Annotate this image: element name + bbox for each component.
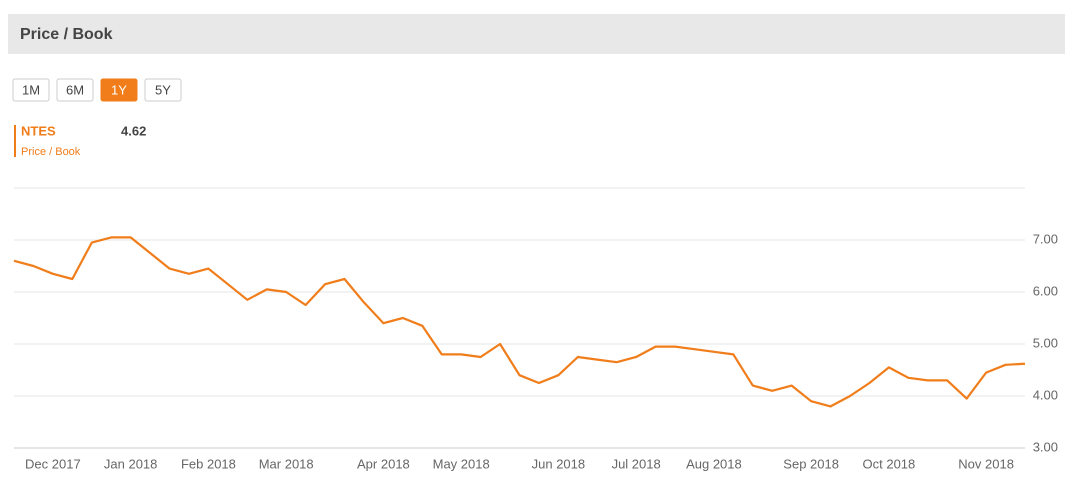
x-tick-label: Jan 2018: [104, 456, 158, 471]
range-button[interactable]: 5Y: [144, 78, 182, 102]
range-button[interactable]: 1Y: [100, 78, 138, 102]
x-tick-label: May 2018: [433, 456, 490, 471]
y-tick-label: 6.00: [1033, 283, 1058, 298]
button-label[interactable]: 1Y: [111, 82, 127, 97]
legend-label: Price / Book: [21, 146, 81, 158]
x-tick-label: Dec 2017: [25, 456, 81, 471]
plot: 3.00 4.00 5.00 6.00 7.00 Dec 2017 Jan 2018 Feb …: [13, 187, 1058, 471]
y-tick-label: 3.00: [1033, 439, 1058, 454]
button-box[interactable]: [56, 78, 94, 102]
x-tick-label: Mar 2018: [259, 456, 314, 471]
y-tick-label: 7.00: [1033, 231, 1058, 246]
y-tick-label: 4.00: [1033, 387, 1058, 402]
button-label[interactable]: 5Y: [155, 82, 171, 97]
button-label[interactable]: 1M: [22, 82, 40, 97]
x-tick-label: Aug 2018: [686, 456, 742, 471]
legend-bar: [14, 125, 16, 157]
header-title: Price / Book: [20, 26, 113, 43]
y-tick-label: 5.00: [1033, 335, 1058, 350]
x-tick-label: Feb 2018: [181, 456, 236, 471]
x-tick-label: Oct 2018: [863, 456, 916, 471]
legend-name: NTES: [21, 123, 56, 138]
button-box[interactable]: [100, 78, 138, 102]
x-tick-label: Jul 2018: [612, 456, 661, 471]
range-buttons: 1M 6M 1Y 5Y: [12, 78, 182, 102]
x-tick-label: Jun 2018: [532, 456, 586, 471]
range-button[interactable]: 6M: [56, 78, 94, 102]
button-label[interactable]: 6M: [66, 82, 84, 97]
button-box[interactable]: [144, 78, 182, 102]
range-button[interactable]: 1M: [12, 78, 50, 102]
legend-value: 4.62: [121, 123, 146, 138]
header-bar: [8, 14, 1065, 54]
x-tick-label: Nov 2018: [958, 456, 1014, 471]
price-line: [13, 236, 1026, 408]
x-tick-label: Sep 2018: [783, 456, 839, 471]
x-tick-label: Apr 2018: [357, 456, 410, 471]
button-box[interactable]: [12, 78, 50, 102]
